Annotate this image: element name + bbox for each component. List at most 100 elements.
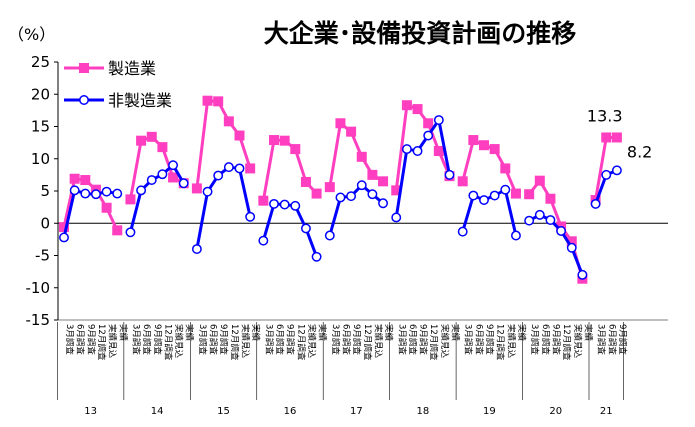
group-label: 21: [600, 406, 613, 417]
x-tick-label: 実績: [582, 324, 593, 342]
data-point-circle: [489, 190, 500, 201]
chart-title: 大企業･設備投資計画の推移: [264, 19, 577, 48]
x-tick-label: 実績見込: [306, 324, 317, 359]
legend-marker: [79, 95, 89, 105]
data-point-square: [457, 176, 468, 187]
x-tick-label: 実績: [450, 324, 461, 342]
data-point-square: [213, 96, 224, 107]
group-label: 17: [350, 406, 363, 417]
x-tick-label: 9月調査: [418, 324, 429, 355]
y-unit-label: （%）: [8, 25, 55, 44]
data-point-square: [346, 126, 357, 137]
x-tick-label: 6月調査: [340, 324, 351, 355]
x-tick-label: 3月調査: [64, 324, 75, 355]
data-point-circle: [112, 188, 123, 199]
data-point-circle: [590, 198, 601, 209]
x-tick-label: 12月調査: [495, 324, 506, 361]
x-tick-label: 実績: [117, 324, 128, 342]
data-point-square: [510, 188, 521, 199]
data-label: 8.2: [627, 142, 652, 161]
x-tick-label: 実績: [383, 324, 394, 342]
y-tick-label: 25: [31, 53, 50, 71]
data-point-square: [279, 135, 290, 146]
data-point-square: [324, 182, 335, 193]
data-point-circle: [202, 186, 213, 197]
data-point-circle: [290, 200, 301, 211]
data-point-square: [300, 176, 311, 187]
data-point-square: [245, 163, 256, 174]
data-point-circle: [511, 230, 521, 241]
x-tick-label: 12月調査: [428, 324, 439, 361]
data-point-square: [258, 195, 269, 206]
data-point-square: [412, 104, 423, 115]
group-label: 19: [483, 406, 496, 417]
data-point-circle: [356, 180, 367, 191]
series-line: [461, 187, 518, 236]
x-tick-label: 実績見込: [240, 324, 251, 359]
data-point-square: [191, 183, 202, 194]
data-point-circle: [401, 144, 412, 155]
x-tick-label: 実績: [516, 324, 527, 342]
legend-label: 製造業: [108, 59, 156, 78]
x-tick-label: 3月調査: [529, 324, 540, 355]
data-point-square: [500, 163, 511, 174]
data-point-square: [534, 175, 545, 186]
y-tick-label: 15: [31, 118, 50, 136]
data-point-square: [611, 132, 622, 143]
data-point-square: [433, 146, 444, 157]
data-point-circle: [301, 223, 311, 234]
data-point-circle: [91, 189, 101, 200]
y-tick-label: 20: [31, 85, 50, 103]
data-point-circle: [433, 115, 444, 126]
data-point-square: [234, 130, 245, 141]
data-point-circle: [423, 130, 434, 141]
data-point-square: [311, 188, 322, 199]
data-point-circle: [157, 169, 168, 180]
data-point-square: [335, 118, 346, 129]
data-point-circle: [479, 195, 489, 205]
data-point-square: [269, 135, 279, 146]
data-point-square: [356, 151, 367, 162]
data-point-circle: [444, 169, 455, 180]
x-tick-label: 実績見込: [107, 324, 118, 359]
data-point-circle: [59, 232, 69, 243]
group-label: 13: [84, 406, 97, 417]
x-tick-label: 6月調査: [473, 324, 484, 355]
x-tick-label: 9月調査: [85, 324, 96, 355]
data-point-circle: [146, 175, 157, 185]
data-point-square: [401, 100, 412, 111]
legend-label: 非製造業: [108, 91, 172, 110]
data-point-circle: [457, 226, 468, 237]
data-point-circle: [279, 199, 290, 210]
data-point-circle: [335, 192, 346, 203]
series-line: [195, 99, 252, 189]
data-point-circle: [223, 162, 234, 173]
x-tick-label: 6月調査: [208, 324, 219, 355]
data-point-circle: [611, 165, 622, 176]
axes: -15-10-505101520253月調査 6月調査 9月調査 12月調査 実績見込実…: [26, 53, 668, 417]
x-tick-label: 実績見込: [372, 324, 383, 359]
group-label: 20: [549, 406, 562, 417]
x-tick-label: 3月調査: [596, 324, 607, 355]
data-labels: 13.38.2: [587, 106, 652, 161]
data-point-square: [223, 116, 234, 127]
data-point-circle: [324, 230, 335, 241]
x-tick-label: 9月調査: [484, 324, 495, 355]
x-tick-label: 実績見込: [439, 324, 450, 359]
data-point-circle: [524, 215, 535, 226]
x-tick-label: 6月調査: [75, 324, 86, 355]
x-tick-label: 6月調査: [606, 324, 617, 355]
x-tick-label: 6月調査: [274, 324, 285, 355]
data-point-circle: [346, 191, 357, 202]
x-tick-label: 実績見込: [572, 324, 583, 359]
x-tick-label: 9月調査: [550, 324, 561, 355]
data-point-square: [524, 189, 535, 200]
data-point-square: [489, 144, 500, 155]
data-point-circle: [566, 242, 577, 253]
data-point-square: [146, 131, 157, 142]
data-point-circle: [69, 185, 80, 196]
group-label: 15: [217, 406, 230, 417]
y-tick-label: -15: [26, 311, 51, 329]
data-point-square: [168, 172, 179, 183]
